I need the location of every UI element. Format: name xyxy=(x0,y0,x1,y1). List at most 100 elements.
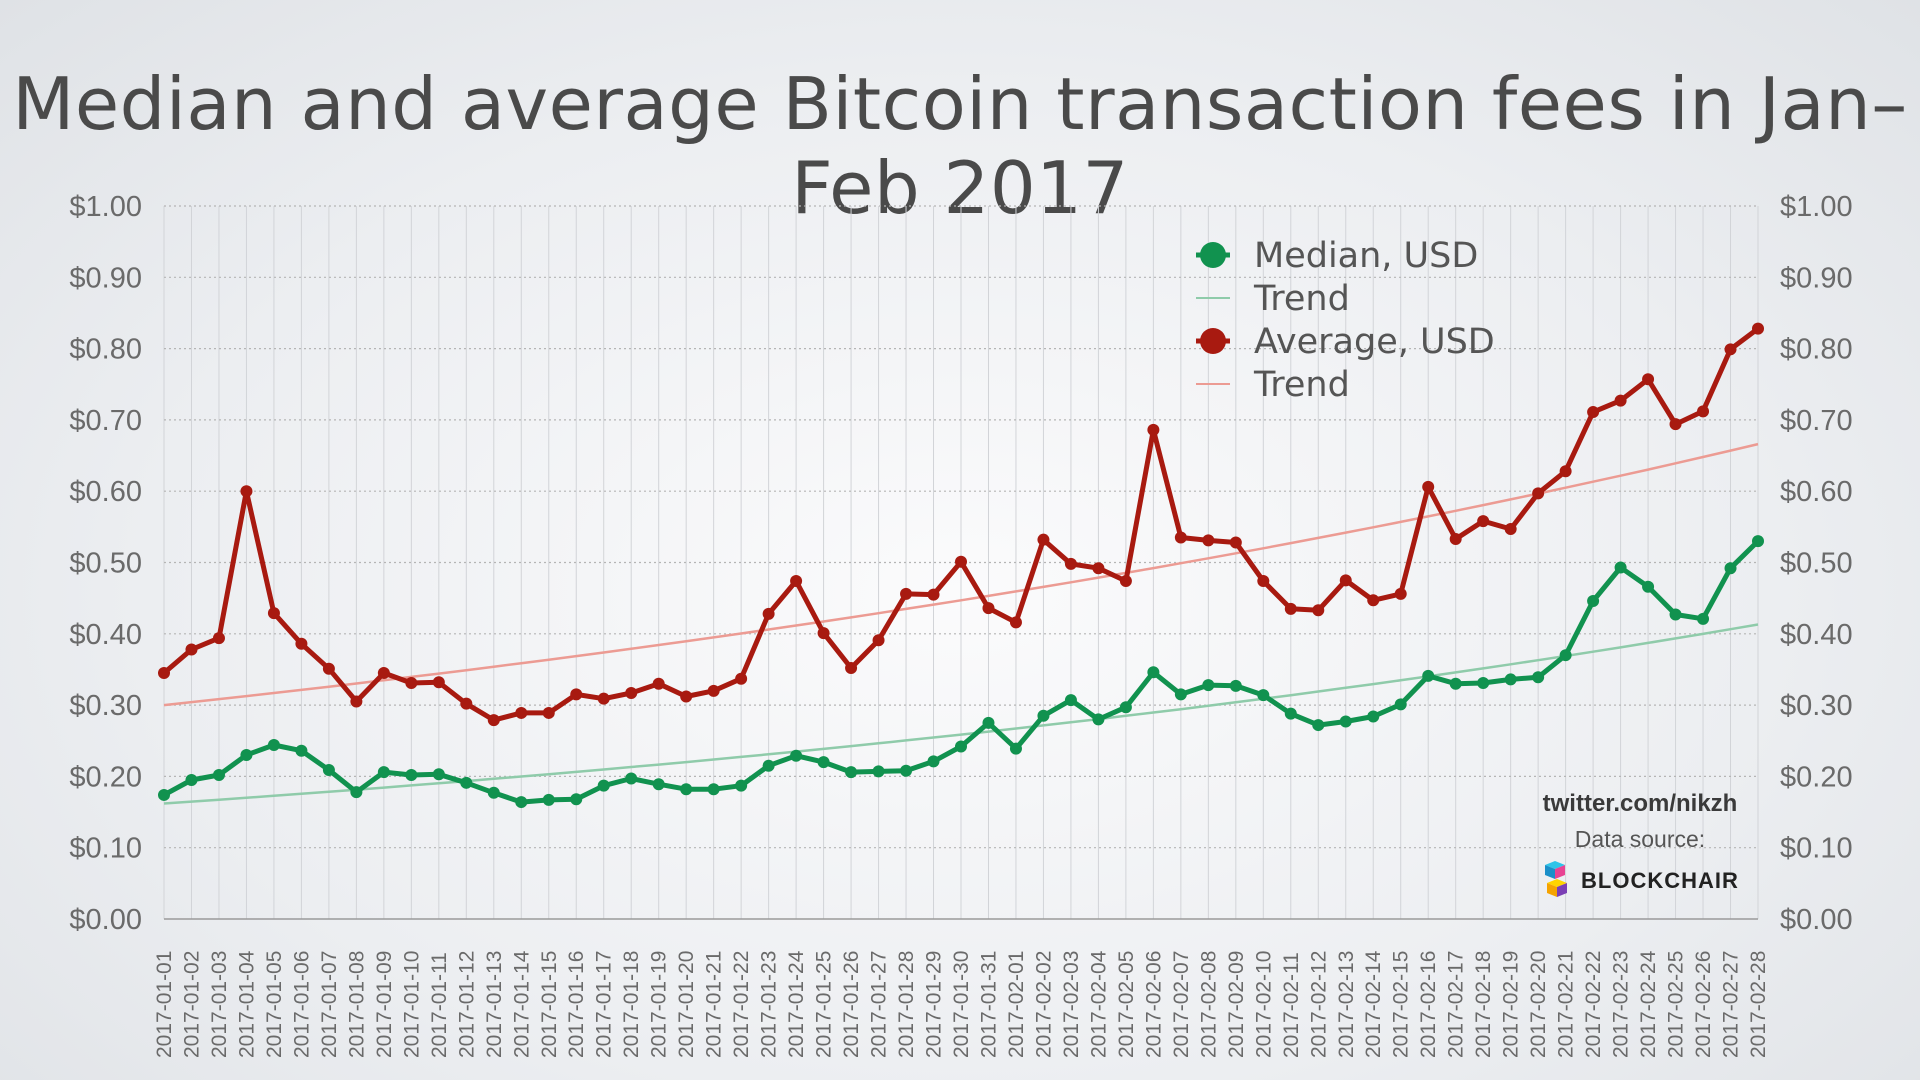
median-data-point xyxy=(432,768,445,781)
x-tick-label: 2017-01-10 xyxy=(400,951,423,1058)
x-tick-label: 2017-02-18 xyxy=(1472,951,1495,1058)
x-tick-label: 2017-01-26 xyxy=(840,951,863,1058)
x-tick-label: 2017-02-24 xyxy=(1637,950,1660,1058)
x-tick-label: 2017-01-01 xyxy=(153,951,176,1058)
blockchair-logo-icon xyxy=(1545,861,1568,897)
series-lines xyxy=(158,322,1764,809)
average-data-point xyxy=(955,555,967,568)
average-data-point xyxy=(212,632,225,645)
x-tick-label: 2017-02-08 xyxy=(1197,951,1220,1058)
median-data-point xyxy=(267,739,280,752)
x-tick-label: 2017-02-10 xyxy=(1252,951,1275,1058)
median-data-point xyxy=(1477,676,1490,689)
x-tick-label: 2017-02-28 xyxy=(1747,951,1770,1058)
y-tick-label-left: $1.00 xyxy=(69,191,142,223)
median-data-point xyxy=(1587,595,1600,608)
average-data-point xyxy=(982,602,995,615)
legend-average-label: Average, USD xyxy=(1254,322,1495,362)
chart-title: Median and average Bitcoin transaction f… xyxy=(12,62,1908,230)
average-data-point xyxy=(1614,394,1627,407)
average-data-point xyxy=(322,662,335,675)
median-data-point xyxy=(405,768,418,781)
average-data-point xyxy=(1092,562,1105,575)
x-tick-label: 2017-01-09 xyxy=(373,951,396,1058)
twitter-credit[interactable]: twitter.com/nikzh xyxy=(1542,790,1738,817)
x-tick-label: 2017-02-12 xyxy=(1307,951,1330,1058)
average-data-point xyxy=(845,662,858,675)
average-data-point xyxy=(570,688,583,701)
average-data-point xyxy=(295,637,308,650)
x-tick-label: 2017-01-14 xyxy=(510,950,533,1058)
y-tick-label-left: $0.00 xyxy=(69,904,142,936)
median-data-point xyxy=(1229,679,1242,692)
x-tick-label: 2017-01-24 xyxy=(785,950,808,1058)
median-data-point xyxy=(460,776,473,789)
x-tick-label: 2017-01-16 xyxy=(565,951,588,1058)
y-tick-label-right: $0.20 xyxy=(1780,761,1853,793)
average-data-point xyxy=(735,672,748,685)
average-data-point xyxy=(1312,604,1325,617)
x-tick-label: 2017-02-20 xyxy=(1527,951,1550,1058)
x-tick-label: 2017-02-11 xyxy=(1280,952,1303,1058)
median-data-point xyxy=(1202,679,1215,692)
x-tick-label: 2017-01-18 xyxy=(620,951,643,1058)
average-data-point xyxy=(680,690,693,703)
x-tick-label: 2017-01-21 xyxy=(703,951,726,1058)
average-data-point xyxy=(460,697,473,710)
average-data-point xyxy=(1422,480,1435,493)
x-tick-label: 2017-01-20 xyxy=(675,951,698,1058)
median-data-point xyxy=(158,788,170,801)
median-data-point xyxy=(1642,580,1655,593)
average-data-point xyxy=(1724,343,1737,356)
x-tick-label: 2017-01-04 xyxy=(235,950,258,1058)
y-axis-right: $0.00 $0.10 $0.20 $0.30 $0.40 $0.50 $0.60 $0.70… xyxy=(1780,191,1853,936)
x-tick-label: 2017-01-17 xyxy=(593,951,616,1058)
y-tick-label-left: $0.50 xyxy=(69,548,142,580)
y-tick-label-left: $0.20 xyxy=(69,761,142,793)
x-tick-label: 2017-02-21 xyxy=(1555,951,1578,1058)
y-tick-label-left: $0.30 xyxy=(69,690,142,722)
x-tick-label: 2017-01-27 xyxy=(868,951,891,1058)
average-data-point xyxy=(1587,406,1600,419)
median-data-point xyxy=(1449,677,1462,690)
median-data-point xyxy=(1504,673,1517,686)
legend-median-trend-label: Trend xyxy=(1253,279,1350,319)
x-tick-label: 2017-02-01 xyxy=(1005,951,1028,1058)
x-tick-label: 2017-02-17 xyxy=(1445,951,1468,1058)
x-tick-label: 2017-01-02 xyxy=(180,951,203,1058)
x-tick-label: 2017-02-04 xyxy=(1087,950,1110,1058)
median-data-point xyxy=(927,755,940,768)
x-tick-label: 2017-02-15 xyxy=(1390,951,1413,1058)
median-data-point xyxy=(295,744,308,757)
median-data-point xyxy=(762,759,775,772)
blockchair-logo[interactable]: BLOCKCHAIR xyxy=(1510,861,1770,901)
x-tick-label: 2017-02-03 xyxy=(1060,951,1083,1058)
median-data-point xyxy=(1724,562,1737,575)
average-data-point xyxy=(1339,574,1352,587)
x-tick-label: 2017-01-12 xyxy=(455,951,478,1058)
median-data-point xyxy=(1257,689,1270,702)
median-data-point xyxy=(1147,666,1160,679)
median-data-point xyxy=(322,763,335,776)
x-tick-label: 2017-01-08 xyxy=(345,951,368,1058)
average-data-point xyxy=(377,667,390,680)
median-data-point xyxy=(350,786,363,799)
y-tick-label-right: $0.80 xyxy=(1780,334,1853,366)
x-tick-label: 2017-02-19 xyxy=(1500,951,1523,1058)
median-data-point xyxy=(1559,649,1572,662)
median-data-point xyxy=(377,766,390,779)
median-data-point xyxy=(1284,707,1297,720)
x-tick-label: 2017-01-15 xyxy=(538,951,561,1058)
x-tick-label: 2017-02-13 xyxy=(1335,951,1358,1058)
average-data-point xyxy=(487,714,500,727)
y-tick-label-left: $0.70 xyxy=(69,405,142,437)
median-data-point xyxy=(570,793,583,806)
average-data-point xyxy=(1367,594,1380,607)
average-data-point xyxy=(432,676,445,689)
average-data-point xyxy=(1477,515,1490,528)
blockchair-logo-text: BLOCKCHAIR xyxy=(1581,868,1739,893)
median-data-point xyxy=(982,716,995,729)
average-data-point xyxy=(350,695,363,708)
average-data-point xyxy=(1009,616,1022,629)
